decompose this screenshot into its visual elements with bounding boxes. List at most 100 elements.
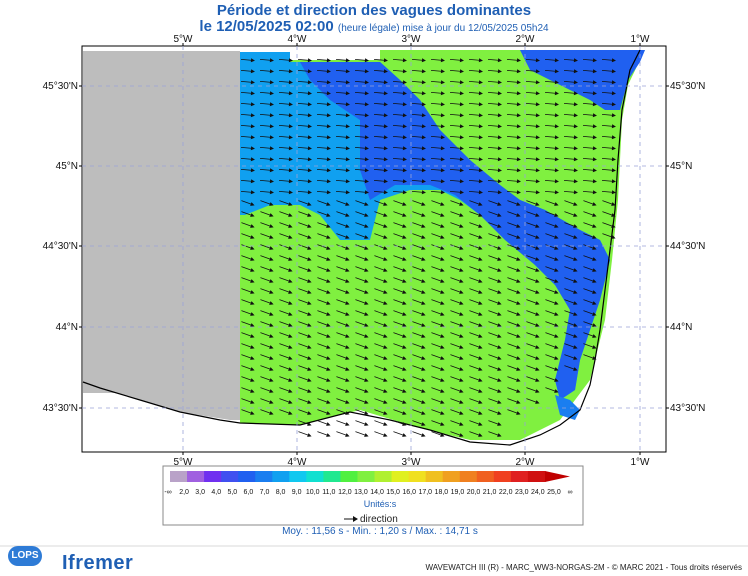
direction-arrow <box>336 310 350 316</box>
direction-arrow <box>564 299 578 305</box>
direction-arrow <box>374 310 388 316</box>
legend-tick: 14,0 <box>370 489 384 496</box>
direction-arrow <box>412 277 426 283</box>
direction-arrow <box>335 91 350 96</box>
direction-arrow <box>564 343 578 349</box>
direction-arrow <box>525 58 540 63</box>
direction-arrow <box>298 365 312 371</box>
direction-arrow <box>335 69 350 74</box>
direction-arrow <box>525 102 540 107</box>
direction-arrow <box>260 233 274 239</box>
direction-arrow <box>487 102 502 107</box>
direction-arrow <box>468 124 483 129</box>
direction-arrow <box>583 332 597 338</box>
direction-arrow <box>336 365 350 371</box>
direction-arrow <box>240 168 255 173</box>
direction-arrow <box>412 387 426 393</box>
direction-arrow <box>297 113 312 118</box>
direction-arrow <box>431 211 445 217</box>
direction-arrow <box>468 80 483 85</box>
direction-arrow <box>412 409 426 415</box>
legend-swatch <box>170 471 188 482</box>
direction-arrow <box>563 124 578 129</box>
direction-arrow <box>526 211 540 217</box>
direction-arrow <box>393 409 407 415</box>
legend-tick: 8,0 <box>276 489 286 496</box>
direction-arrow <box>317 266 331 272</box>
direction-arrow <box>506 113 521 118</box>
direction-arrow <box>449 80 464 85</box>
direction-arrow <box>316 157 331 162</box>
direction-arrow <box>431 299 445 305</box>
direction-arrow <box>298 266 312 272</box>
direction-arrow <box>297 179 312 184</box>
direction-arrow <box>260 321 274 327</box>
direction-arrow <box>355 431 369 437</box>
direction-arrow <box>545 200 559 206</box>
direction-arrow <box>373 135 388 140</box>
direction-arrow <box>469 200 483 206</box>
direction-arrow <box>431 321 445 327</box>
direction-arrow <box>506 80 521 85</box>
direction-arrow <box>241 200 255 206</box>
legend-swatch <box>187 471 205 482</box>
direction-arrow <box>411 69 426 74</box>
direction-arrow <box>412 332 426 338</box>
direction-arrow <box>563 179 578 184</box>
direction-arrow <box>393 420 407 426</box>
direction-arrow <box>487 157 502 162</box>
direction-arrow <box>355 255 369 261</box>
direction-arrow <box>583 255 597 261</box>
direction-arrow <box>411 91 426 96</box>
direction-arrow <box>449 113 464 118</box>
direction-arrow <box>240 69 255 74</box>
direction-arrow <box>373 113 388 118</box>
direction-arrow <box>336 332 350 338</box>
direction-arrow <box>525 157 540 162</box>
direction-arrow <box>355 200 369 206</box>
direction-arrow <box>431 277 445 283</box>
direction-arrow <box>601 58 616 63</box>
direction-arrow <box>259 146 274 151</box>
direction-arrow <box>506 157 521 162</box>
direction-arrow <box>526 200 540 206</box>
direction-arrow <box>468 113 483 118</box>
direction-arrow <box>431 244 445 250</box>
direction-arrow <box>412 222 426 228</box>
direction-arrow <box>241 266 255 272</box>
direction-arrow <box>545 244 559 250</box>
direction-arrow <box>526 299 540 305</box>
direction-arrow <box>487 168 502 173</box>
direction-arrow <box>601 190 616 195</box>
legend-tick: 15,0 <box>386 489 400 496</box>
direction-arrow <box>278 146 293 151</box>
direction-arrow <box>393 343 407 349</box>
direction-arrow <box>563 113 578 118</box>
direction-arrow <box>259 190 274 195</box>
direction-arrow <box>487 135 502 140</box>
direction-arrow <box>317 277 331 283</box>
legend-tick: 24,0 <box>531 489 545 496</box>
direction-arrow <box>240 58 255 63</box>
direction-arrow <box>279 244 293 250</box>
direction-arrow <box>279 354 293 360</box>
direction-arrow <box>260 398 274 404</box>
direction-arrow <box>373 102 388 107</box>
direction-arrow <box>487 58 502 63</box>
direction-arrow <box>412 200 426 206</box>
legend-tick: 22,0 <box>499 489 513 496</box>
date-main: le 12/05/2025 02:00 <box>199 18 334 35</box>
lat-label-left: 45°30'N <box>43 81 78 92</box>
direction-arrow <box>393 266 407 272</box>
direction-arrow <box>469 266 483 272</box>
direction-arrow <box>260 365 274 371</box>
direction-arrow <box>488 310 502 316</box>
direction-arrow <box>411 113 426 118</box>
direction-arrow <box>336 299 350 305</box>
direction-arrow <box>583 299 597 305</box>
direction-arrow <box>374 255 388 261</box>
direction-arrow <box>506 58 521 63</box>
direction-arrow <box>488 321 502 327</box>
direction-arrow <box>392 91 407 96</box>
direction-arrow <box>354 69 369 74</box>
